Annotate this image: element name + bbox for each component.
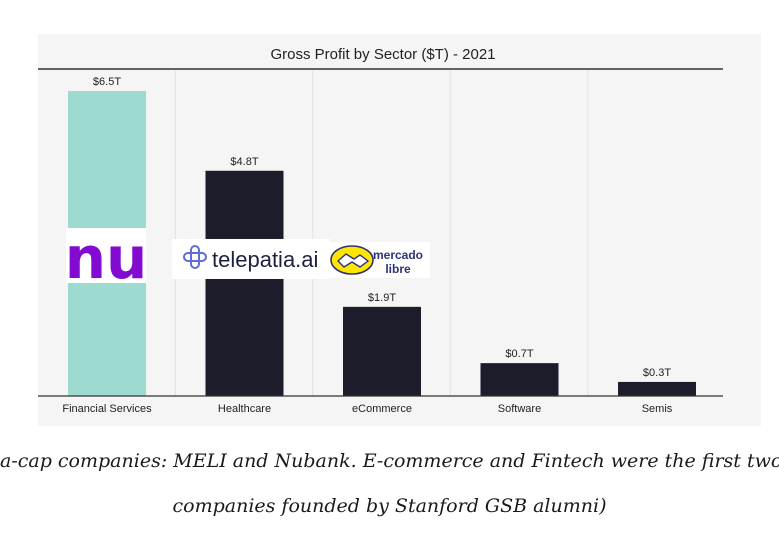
logos: nu telepatia.ai mercado libre	[65, 224, 430, 292]
data-label: $1.9T	[368, 292, 396, 304]
bar-healthcare	[205, 170, 284, 396]
x-tick-label: Semis	[642, 403, 673, 415]
plus-icon	[183, 245, 207, 269]
x-tick-label: Financial Services	[62, 403, 152, 415]
caption-line-1: a-cap companies: MELI and Nubank. E-comm…	[0, 450, 779, 472]
caption-line-2: companies founded by Stanford GSB alumni…	[172, 495, 607, 517]
nubank-logo: nu	[65, 224, 148, 292]
chart-panel: Gross Profit by Sector ($T) - 2021 $6.5T…	[38, 34, 761, 426]
x-tick-label: Software	[498, 403, 541, 415]
data-label: $6.5T	[93, 76, 121, 88]
grid-lines	[174, 70, 589, 396]
x-tick-label: eCommerce	[352, 403, 412, 415]
telepatia-logo: telepatia.ai	[172, 239, 330, 279]
bar-ecommerce	[343, 306, 421, 396]
handshake-icon	[330, 245, 374, 275]
data-label: $4.8T	[230, 156, 258, 168]
nubank-logo-text: nu	[65, 224, 148, 292]
mercado-libre-logo: mercado libre	[326, 242, 430, 278]
bar-semis	[618, 381, 696, 396]
x-tick-label: Healthcare	[218, 403, 271, 415]
bar-chart: Gross Profit by Sector ($T) - 2021 $6.5T…	[38, 46, 723, 415]
chart-title: Gross Profit by Sector ($T) - 2021	[270, 46, 495, 63]
bar-software	[480, 363, 559, 396]
mercado-logo-line1: mercado	[373, 248, 423, 262]
telepatia-logo-text: telepatia.ai	[212, 247, 318, 272]
data-label: $0.7T	[505, 348, 533, 360]
mercado-logo-line2: libre	[385, 262, 411, 276]
data-label: $0.3T	[643, 367, 671, 379]
